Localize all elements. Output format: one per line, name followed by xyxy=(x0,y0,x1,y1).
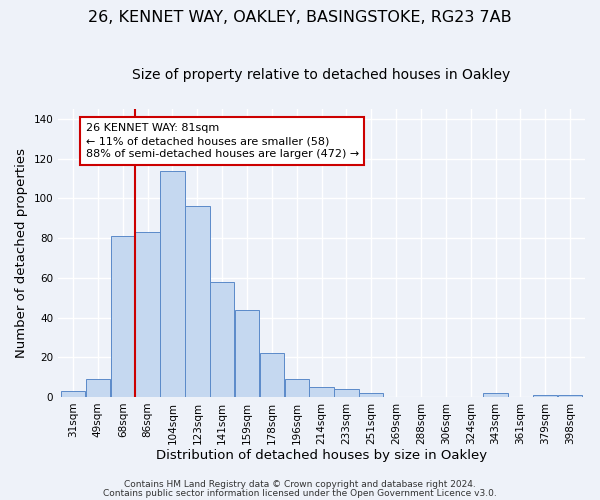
Title: Size of property relative to detached houses in Oakley: Size of property relative to detached ho… xyxy=(133,68,511,82)
Bar xyxy=(558,395,582,397)
Y-axis label: Number of detached properties: Number of detached properties xyxy=(15,148,28,358)
Bar xyxy=(533,395,557,397)
Bar xyxy=(310,387,334,397)
Bar xyxy=(61,391,85,397)
Text: Contains HM Land Registry data © Crown copyright and database right 2024.: Contains HM Land Registry data © Crown c… xyxy=(124,480,476,489)
Text: 26 KENNET WAY: 81sqm
← 11% of detached houses are smaller (58)
88% of semi-detac: 26 KENNET WAY: 81sqm ← 11% of detached h… xyxy=(86,123,359,160)
Bar xyxy=(260,354,284,397)
Bar xyxy=(160,170,185,397)
Bar xyxy=(136,232,160,397)
Text: Contains public sector information licensed under the Open Government Licence v3: Contains public sector information licen… xyxy=(103,489,497,498)
Bar xyxy=(334,389,359,397)
X-axis label: Distribution of detached houses by size in Oakley: Distribution of detached houses by size … xyxy=(156,450,487,462)
Bar xyxy=(185,206,209,397)
Bar xyxy=(284,379,309,397)
Bar xyxy=(359,393,383,397)
Bar xyxy=(110,236,135,397)
Bar xyxy=(235,310,259,397)
Text: 26, KENNET WAY, OAKLEY, BASINGSTOKE, RG23 7AB: 26, KENNET WAY, OAKLEY, BASINGSTOKE, RG2… xyxy=(88,10,512,25)
Bar xyxy=(86,379,110,397)
Bar xyxy=(210,282,235,397)
Bar xyxy=(484,393,508,397)
